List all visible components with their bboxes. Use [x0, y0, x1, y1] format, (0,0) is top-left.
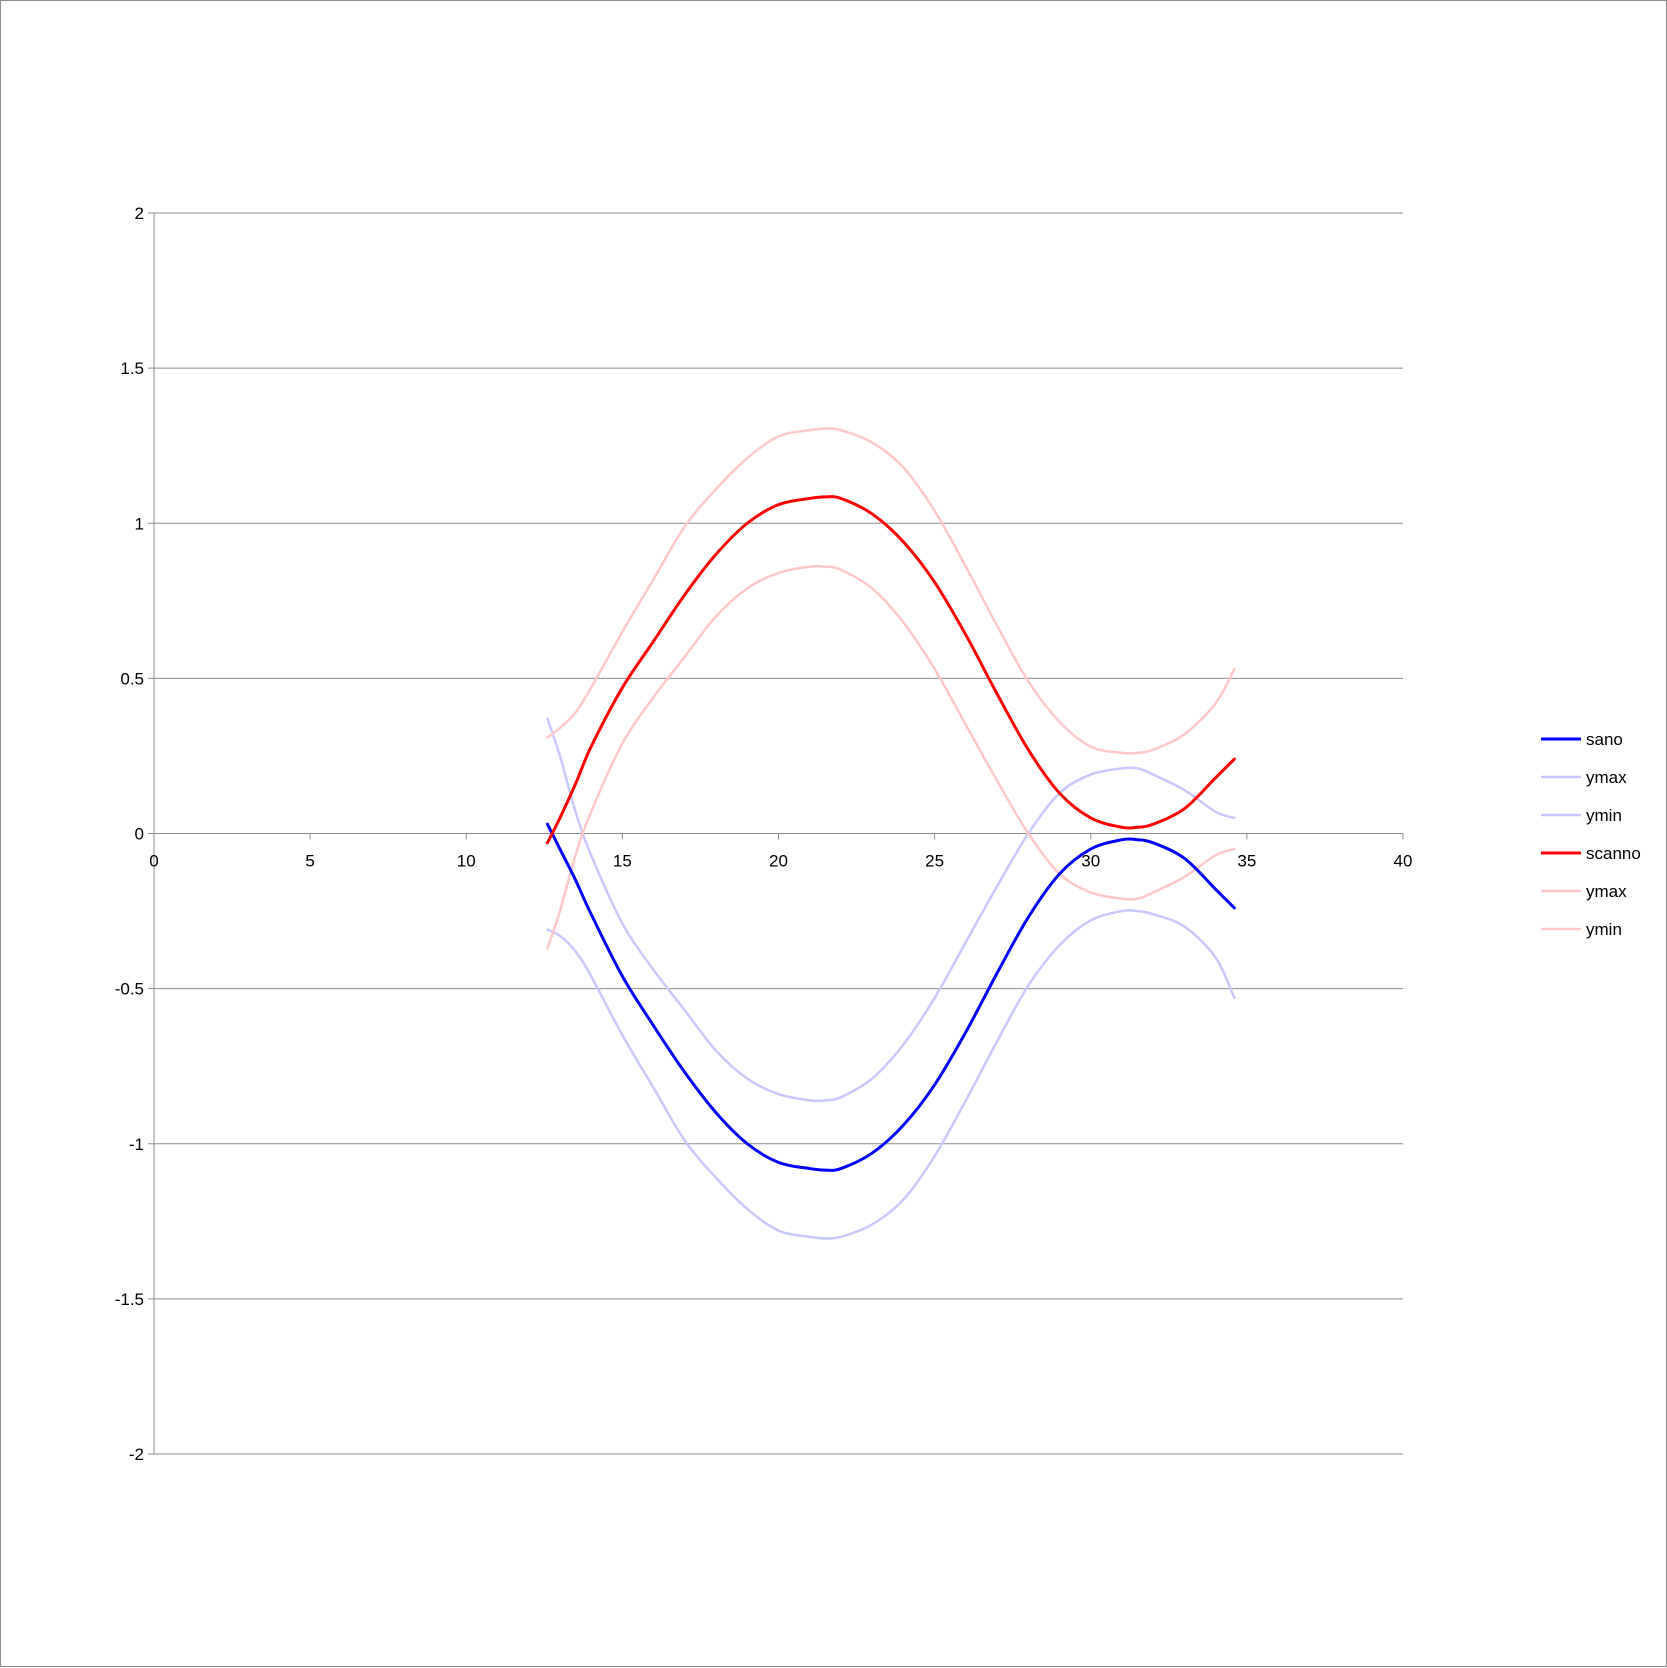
legend-label: ymin [1586, 806, 1622, 825]
y-tick-label: 1 [135, 514, 144, 533]
legend-label: scanno [1586, 844, 1641, 863]
y-tick-label: -1.5 [115, 1290, 144, 1309]
y-tick-label: -0.5 [115, 980, 144, 999]
x-tick-labels: 0 5 10 15 20 25 30 35 40 [149, 852, 1412, 871]
series-line-sano-0 [545, 822, 1236, 1172]
plot-series [545, 427, 1236, 1240]
y-tick-label: 1.5 [120, 359, 144, 378]
x-tick-label: 5 [305, 852, 314, 871]
series-line-ymax-4 [546, 427, 1236, 755]
series-line-scanno-3 [545, 495, 1236, 845]
y-tick-label: -1 [129, 1135, 144, 1154]
y-tick-label: 0 [135, 825, 144, 844]
legend-label: ymax [1586, 768, 1627, 787]
y-tick-label: 2 [135, 204, 144, 223]
series-line-ymax-1 [546, 717, 1236, 1103]
x-tick-label: 15 [613, 852, 632, 871]
legend-label: ymax [1586, 882, 1627, 901]
legend-label: sano [1586, 730, 1623, 749]
x-tick-label: 35 [1237, 852, 1256, 871]
x-tick-label: 30 [1081, 852, 1100, 871]
x-tick-label: 40 [1394, 852, 1413, 871]
x-tick-label: 0 [149, 852, 158, 871]
y-tick-labels: 2 1.5 1 0.5 0 -0.5 -1 -1.5 -2 [115, 204, 144, 1464]
x-tick-label: 20 [769, 852, 788, 871]
series-line-ymin-5 [546, 564, 1236, 950]
y-tick-label: 0.5 [120, 669, 144, 688]
legend-label: ymin [1586, 920, 1622, 939]
y-tick-label: -2 [129, 1445, 144, 1464]
gridlines [154, 212, 1403, 1455]
x-tick-label: 10 [457, 852, 476, 871]
series-line-ymin-2 [546, 908, 1236, 1240]
axes [148, 212, 1404, 1455]
legend: sano ymax ymin scanno ymax ymin [1541, 730, 1641, 939]
x-tick-label: 25 [925, 852, 944, 871]
